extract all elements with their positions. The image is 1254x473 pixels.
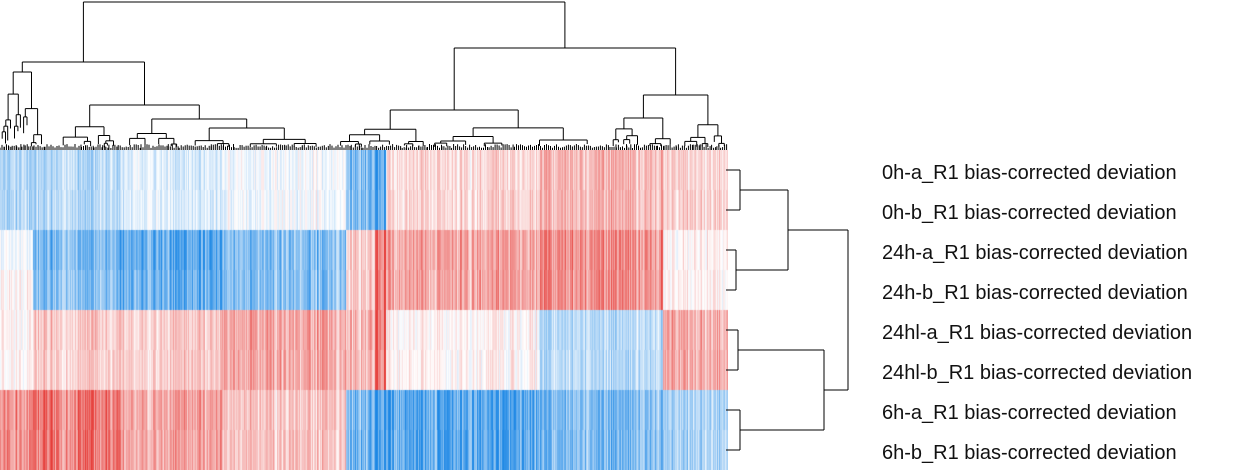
row-label-0h-a: 0h-a_R1 bias-corrected deviation — [882, 162, 1177, 184]
heatmap-grid — [0, 150, 728, 470]
row-label-24h-b: 24h-b_R1 bias-corrected deviation — [882, 282, 1188, 304]
row-label-6h-b: 6h-b_R1 bias-corrected deviation — [882, 442, 1177, 464]
column-dendrogram — [0, 1, 728, 150]
row-label-24hl-a: 24hl-a_R1 bias-corrected deviation — [882, 322, 1193, 344]
row-dendrogram — [726, 169, 849, 451]
row-label-24h-a: 24h-a_R1 bias-corrected deviation — [882, 242, 1188, 264]
row-label-6h-a: 6h-a_R1 bias-corrected deviation — [882, 402, 1177, 424]
row-label-24hl-b: 24hl-b_R1 bias-corrected deviation — [882, 362, 1193, 384]
row-label-0h-b: 0h-b_R1 bias-corrected deviation — [882, 202, 1177, 224]
